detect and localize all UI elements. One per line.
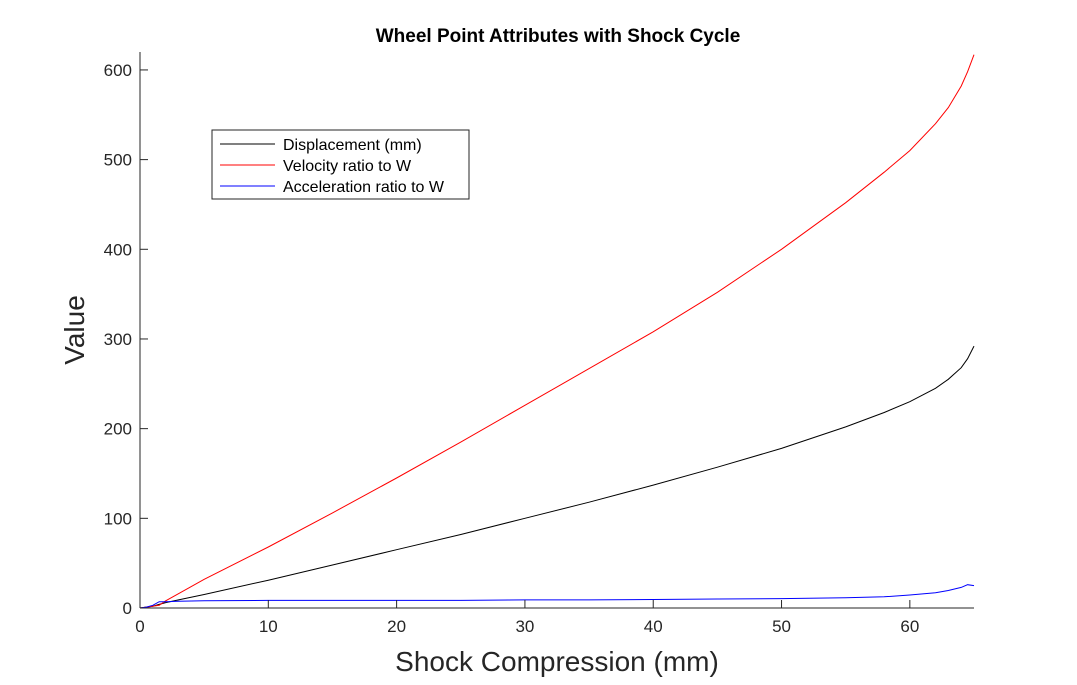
y-tick-label: 200 [104,420,132,439]
x-tick-label: 50 [772,617,791,636]
x-tick-label: 60 [900,617,919,636]
y-tick-label: 600 [104,61,132,80]
y-axis-label: Value [59,295,90,365]
y-tick-label: 300 [104,330,132,349]
plot-area [139,52,975,609]
series-line-0 [139,345,975,609]
x-tick-label: 20 [387,617,406,636]
y-tick-label: 0 [123,599,132,618]
legend-entry: Velocity ratio to W [283,158,412,175]
x-tick-label: 30 [515,617,534,636]
x-tick-label: 40 [644,617,663,636]
legend-entry: Displacement (mm) [283,137,422,154]
chart-title: Wheel Point Attributes with Shock Cycle [376,26,741,47]
y-axis: 0 100 200 300 400 500 600 [104,61,148,618]
series-line-2 [139,584,975,609]
x-tick-label: 10 [259,617,278,636]
y-tick-label: 400 [104,240,132,259]
x-tick-label: 0 [135,617,144,636]
legend: Displacement (mm) Velocity ratio to W Acce… [211,129,470,200]
y-tick-label: 100 [104,509,132,528]
x-axis-label: Shock Compression (mm) [395,646,719,677]
legend-entry: Acceleration ratio to W [283,179,445,196]
y-tick-label: 500 [104,151,132,170]
x-axis: 0 10 20 30 40 50 60 [135,600,919,636]
